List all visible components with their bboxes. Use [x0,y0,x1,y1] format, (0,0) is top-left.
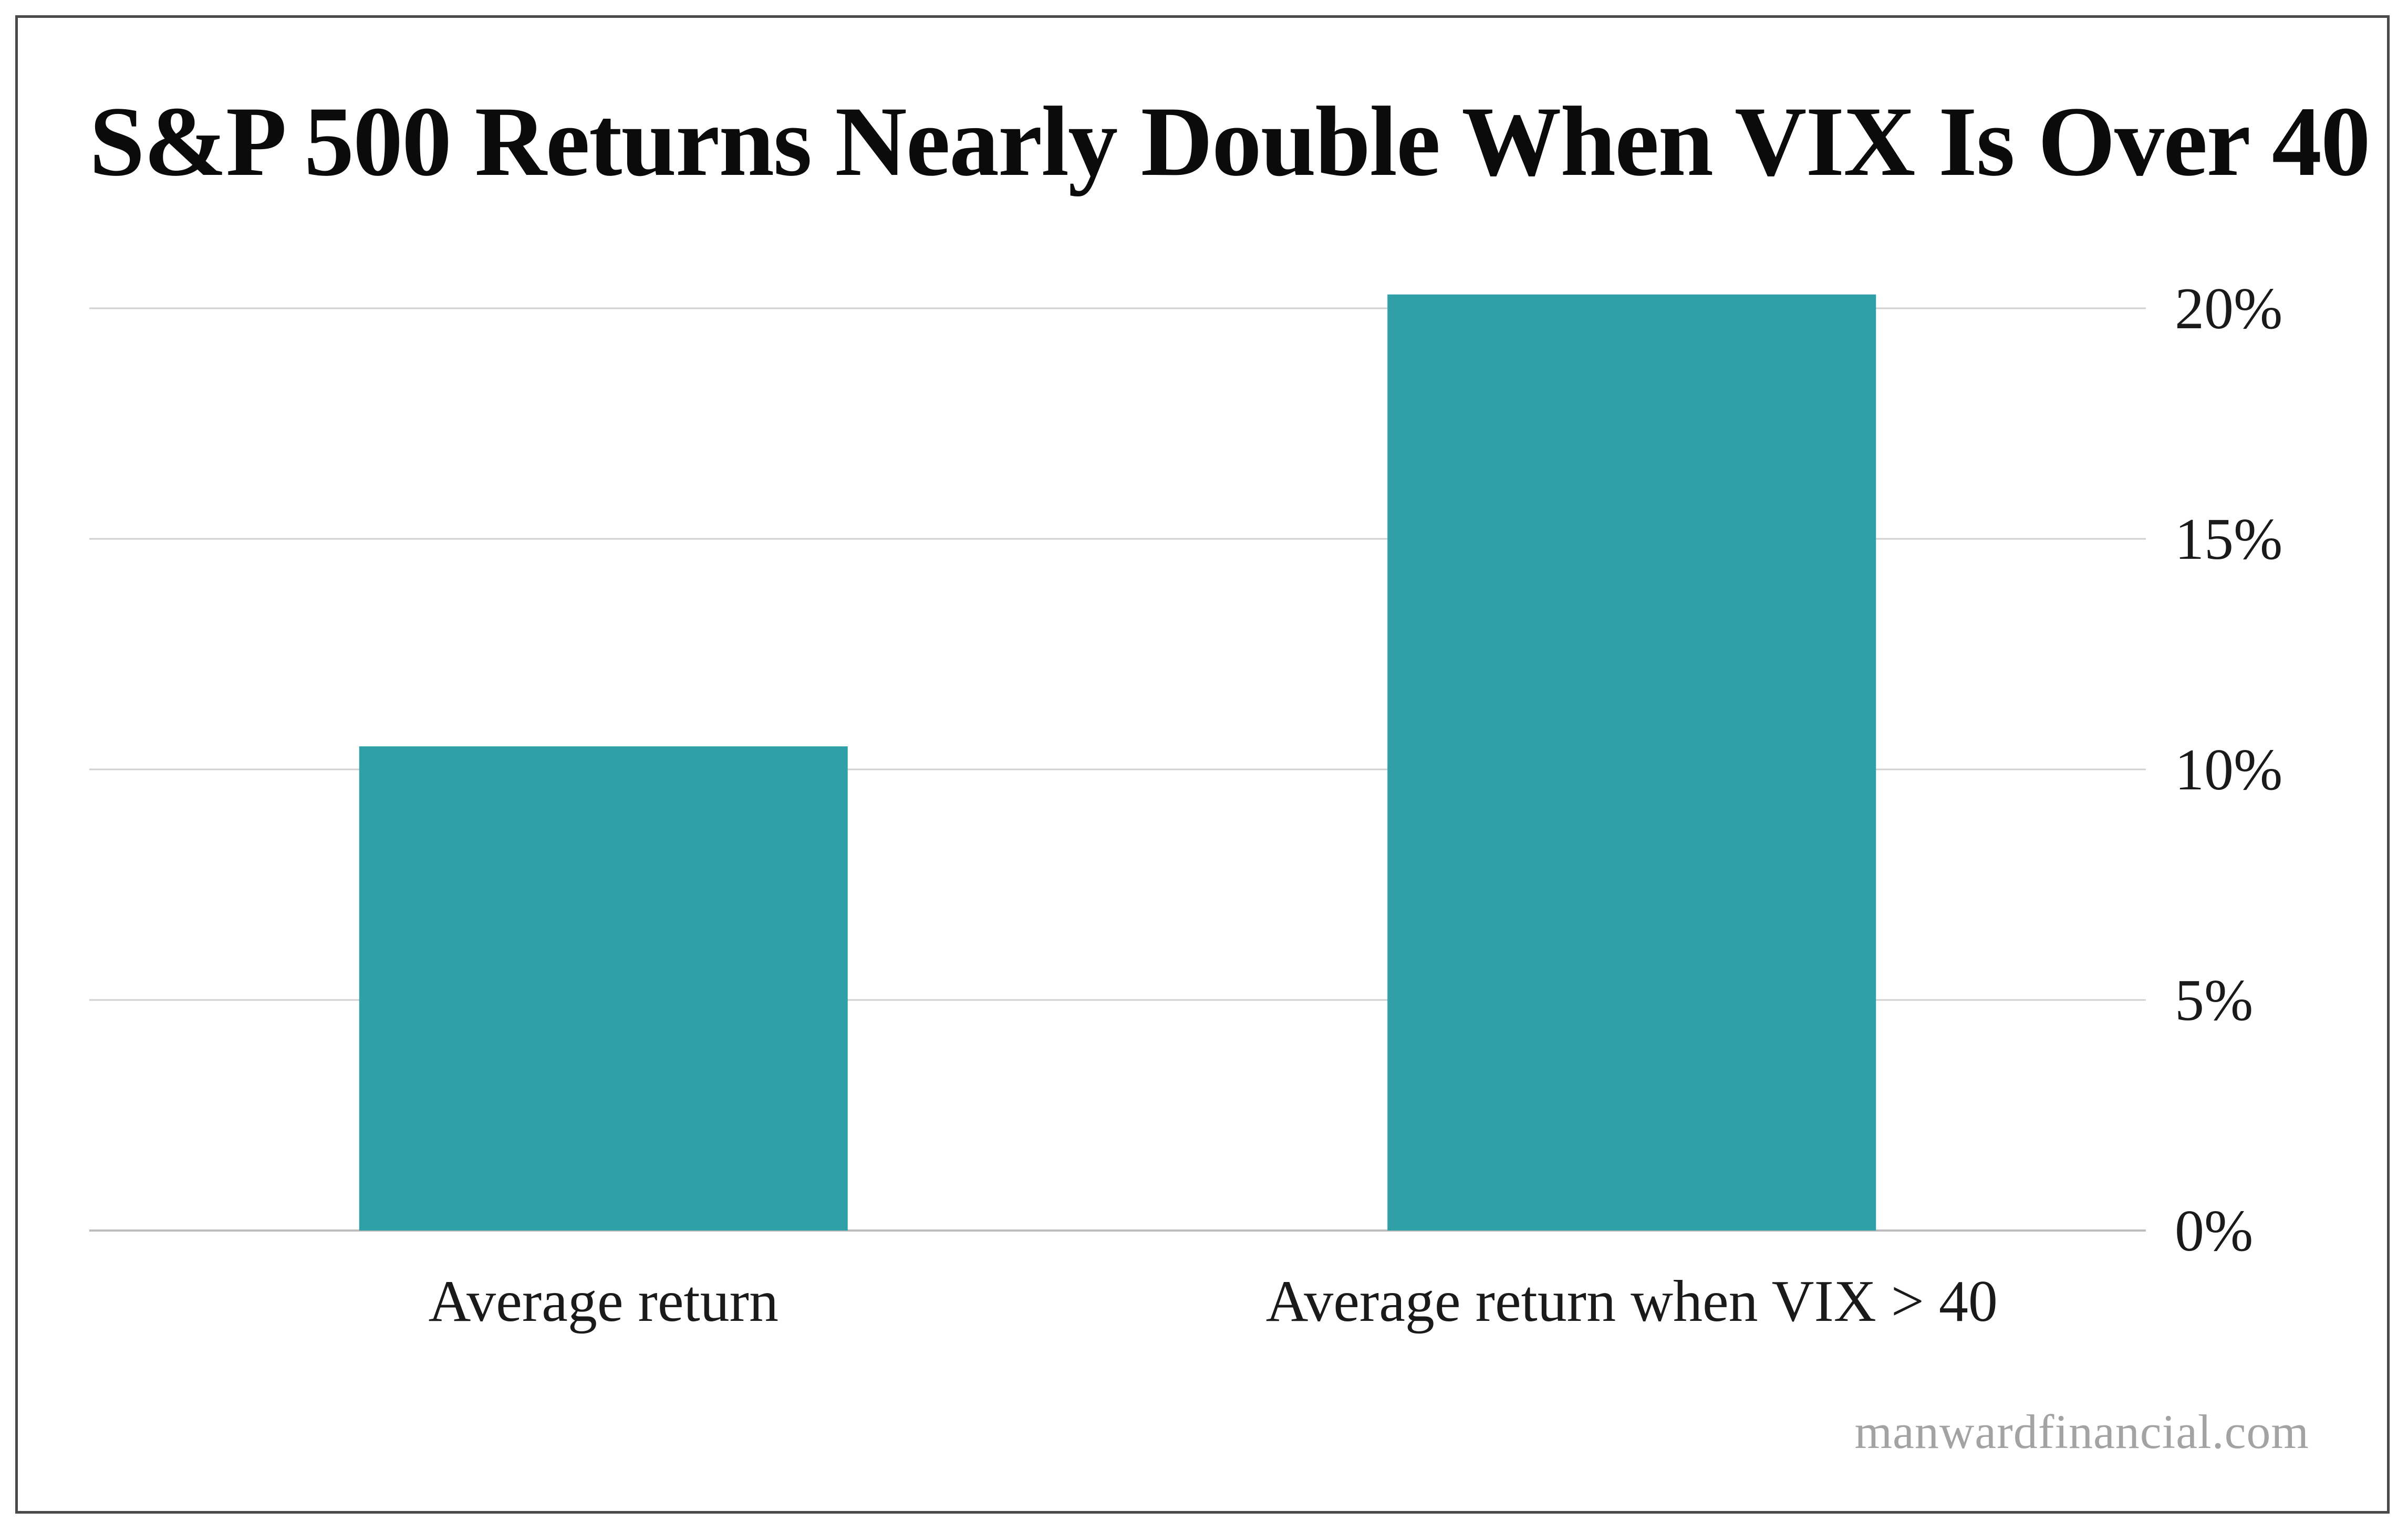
bar [1387,294,1876,1231]
bar [359,746,848,1231]
y-axis-ticks: 0% 5% 10% 15% 20% [2175,276,2282,1264]
x-category-label: Average return [429,1269,779,1334]
source-watermark: manwardfinancial.com [1854,1405,2309,1458]
chart-title: S&P 500 Returns Nearly Double When VIX I… [89,87,2371,197]
x-category-label: Average return when VIX > 40 [1266,1269,1998,1334]
y-tick-label: 20% [2175,276,2282,341]
y-tick-label: 10% [2175,737,2282,803]
y-tick-label: 15% [2175,507,2282,572]
x-axis-labels: Average return Average return when VIX > … [429,1269,1998,1334]
y-tick-label: 0% [2175,1198,2253,1264]
y-tick-label: 5% [2175,968,2253,1033]
bars [359,294,1876,1231]
